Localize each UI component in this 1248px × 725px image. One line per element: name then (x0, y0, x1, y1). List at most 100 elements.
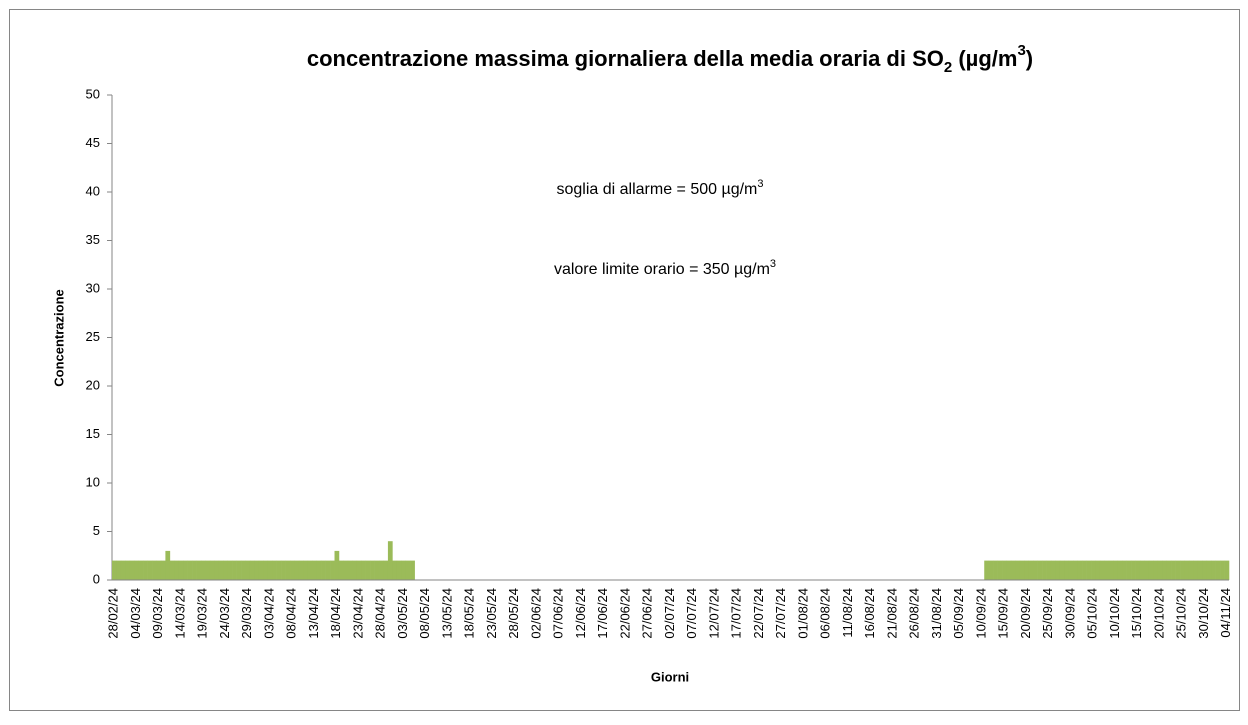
bar (192, 560, 197, 580)
x-tick-label: 08/05/24 (417, 588, 432, 639)
bar (1166, 560, 1172, 580)
bar (1153, 560, 1159, 580)
bar (232, 560, 237, 580)
bar (1117, 560, 1123, 580)
bar (1131, 560, 1136, 580)
x-tick-label: 13/04/24 (306, 588, 321, 639)
bar (1202, 560, 1208, 580)
x-tick-label: 15/09/24 (996, 588, 1011, 639)
bar (379, 560, 384, 580)
x-tick-label: 18/05/24 (462, 588, 477, 639)
bar (1015, 560, 1021, 580)
x-tick-label: 27/07/24 (773, 588, 788, 639)
title-sup: 3 (1017, 42, 1025, 59)
x-tick-label: 04/11/24 (1218, 588, 1233, 638)
x-tick-label: 11/08/24 (840, 588, 855, 638)
x-tick-label: 13/05/24 (439, 588, 454, 639)
bar (241, 560, 246, 580)
x-tick-label: 07/07/24 (684, 588, 699, 639)
bar (245, 560, 251, 580)
bar (285, 560, 291, 580)
bar (1104, 560, 1110, 580)
bar (1095, 560, 1101, 580)
bar (1028, 560, 1034, 580)
bar (347, 560, 353, 580)
bar (1064, 560, 1070, 580)
bar (1122, 560, 1127, 580)
bar (383, 560, 389, 580)
bar (1197, 560, 1203, 580)
bar (129, 560, 135, 580)
bar (214, 560, 220, 580)
bar (1144, 560, 1150, 580)
bar (125, 560, 131, 580)
bar (281, 560, 286, 580)
y-tick-label: 25 (86, 329, 100, 344)
x-tick-label: 28/02/24 (106, 588, 121, 639)
bar (134, 560, 140, 580)
bar (249, 560, 255, 580)
bar (120, 560, 126, 580)
x-tick-label: 24/03/24 (217, 588, 232, 639)
bar (338, 560, 344, 580)
annotation: valore limite orario = 350 µg/m3 (554, 258, 776, 278)
x-tick-label: 02/07/24 (662, 588, 677, 639)
bar (169, 560, 175, 580)
bar (1037, 560, 1043, 580)
bar (993, 560, 998, 580)
bar (254, 560, 260, 580)
y-tick-label: 35 (86, 232, 100, 247)
bar (1073, 560, 1078, 580)
bar (316, 560, 322, 580)
x-tick-label: 23/04/24 (350, 588, 365, 639)
y-tick-label: 50 (86, 86, 100, 101)
bar (209, 560, 215, 580)
x-tick-label: 10/09/24 (973, 588, 988, 639)
bar (143, 560, 148, 580)
x-tick-label: 28/04/24 (373, 588, 388, 639)
x-tick-label: 18/04/24 (328, 588, 343, 639)
x-tick-label: 26/08/24 (907, 588, 922, 639)
bar (1086, 560, 1092, 580)
bar (201, 560, 206, 580)
bar (156, 560, 162, 580)
bar (321, 560, 326, 580)
x-tick-label: 20/10/24 (1151, 588, 1166, 639)
x-tick-label: 03/04/24 (261, 588, 276, 639)
x-tick-label: 25/10/24 (1174, 588, 1189, 639)
bar (258, 560, 264, 580)
bar (365, 560, 371, 580)
bar (1148, 560, 1154, 580)
bar (218, 560, 224, 580)
bar (307, 560, 313, 580)
bar (227, 560, 233, 580)
x-tick-label: 03/05/24 (395, 588, 410, 639)
chart-title: concentrazione massima giornaliera della… (307, 42, 1033, 76)
x-tick-label: 14/03/24 (172, 588, 187, 639)
bar (196, 560, 202, 580)
bar (1050, 560, 1056, 580)
y-tick-label: 5 (93, 523, 100, 538)
bar (997, 560, 1003, 580)
bar (1019, 560, 1025, 580)
bar (1024, 560, 1030, 580)
bar (112, 560, 117, 580)
x-tick-label: 29/03/24 (239, 588, 254, 639)
bar (1224, 560, 1230, 580)
x-tick-label: 21/08/24 (884, 588, 899, 639)
bar (1068, 560, 1074, 580)
x-tick-label: 09/03/24 (150, 588, 165, 639)
y-axis-title: Concentrazione (51, 289, 66, 387)
title-sub: 2 (944, 59, 952, 76)
bar (1135, 560, 1141, 580)
x-tick-label: 22/07/24 (751, 588, 766, 639)
bar (174, 560, 180, 580)
bar (1211, 560, 1216, 580)
bar (1206, 560, 1212, 580)
bar (223, 560, 229, 580)
bar (1091, 560, 1096, 580)
y-tick-label: 20 (86, 377, 100, 392)
bar (1046, 560, 1052, 580)
y-tick-label: 0 (93, 571, 100, 586)
